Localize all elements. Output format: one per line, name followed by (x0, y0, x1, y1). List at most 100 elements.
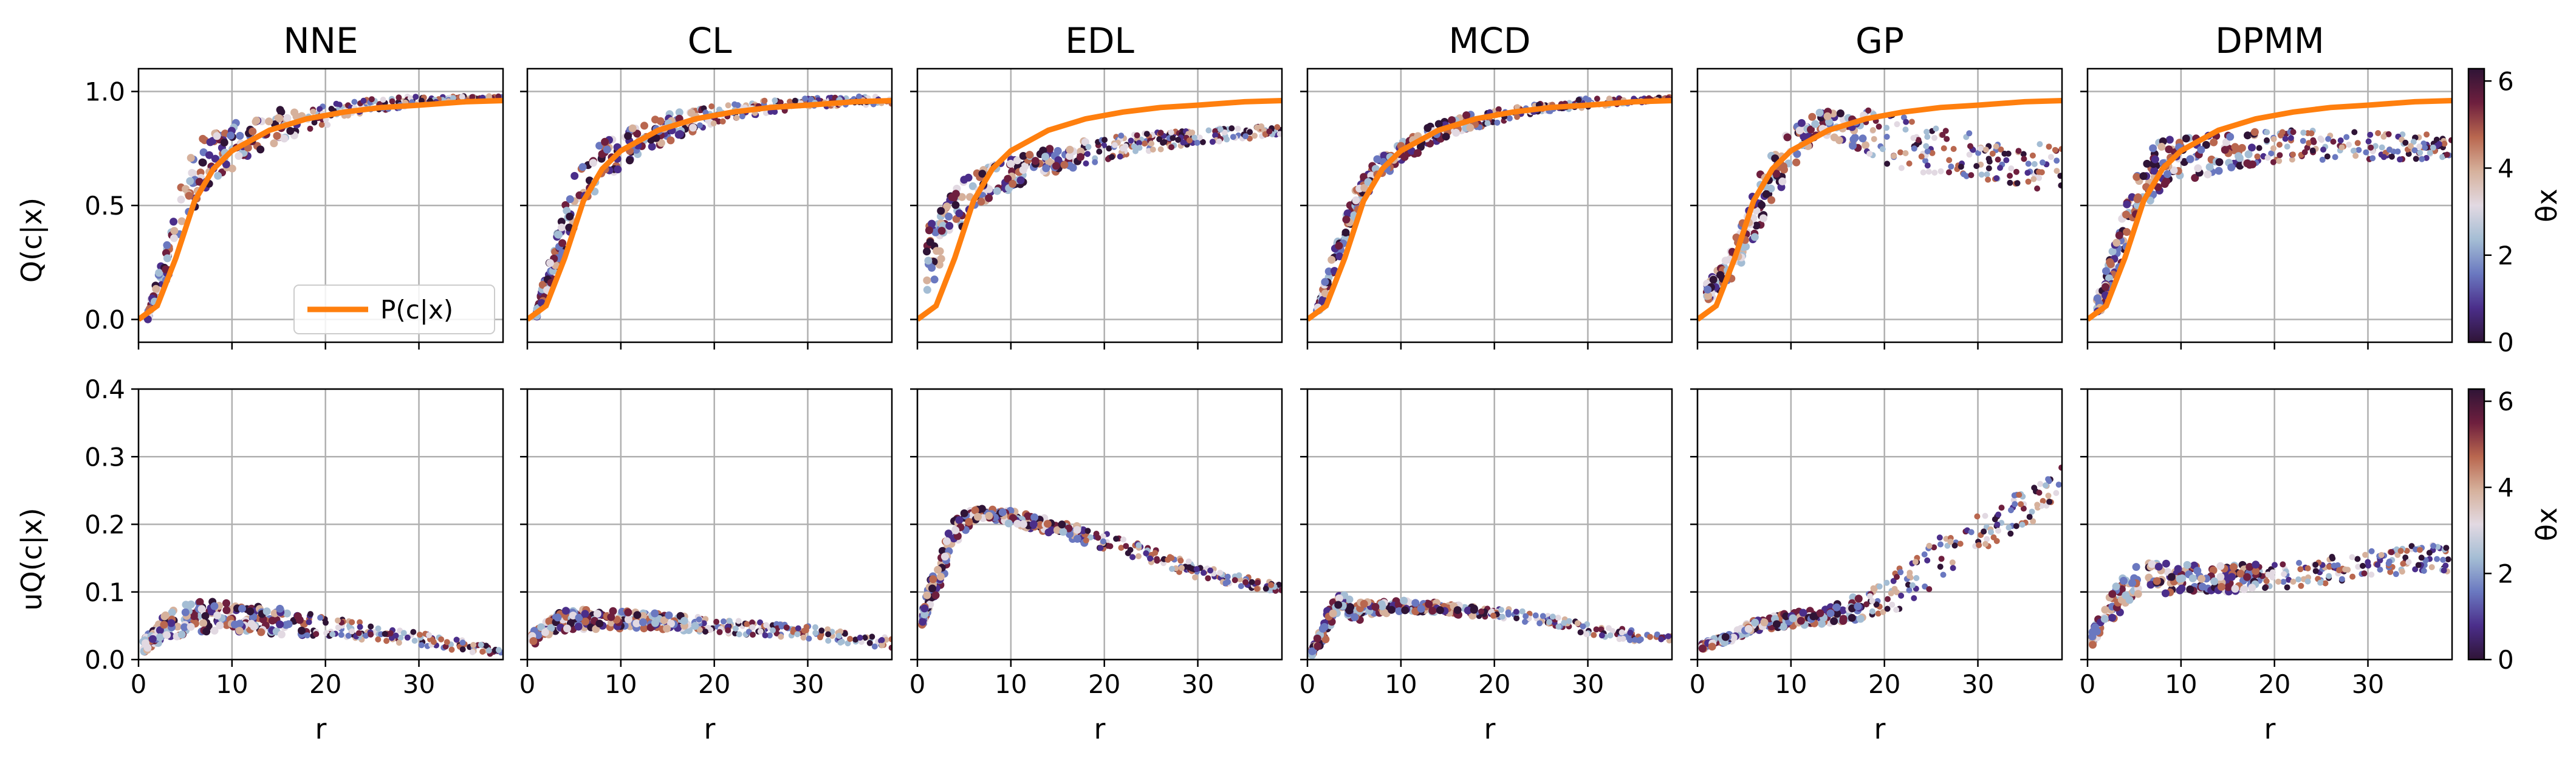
scatter-point (1767, 184, 1775, 193)
scatter-point (574, 622, 583, 631)
scatter-point (1276, 581, 1282, 588)
scatter-point (1830, 133, 1838, 142)
scatter-point (614, 165, 622, 174)
x-tick-label: 20 (309, 669, 341, 699)
panel-bottom-nne: 0 10 20 30 0.0 0.1 0.2 0.3 0.4 r (84, 374, 504, 745)
scatter-point (2324, 153, 2331, 160)
scatter-point (1478, 608, 1485, 615)
scatter-point (177, 630, 186, 639)
scatter-point (1231, 577, 1238, 584)
scatter-point (633, 611, 642, 619)
scatter-point (676, 130, 684, 138)
scatter-point (2151, 155, 2159, 164)
scatter-point (739, 113, 745, 120)
scatter-point (1988, 529, 1994, 536)
scatter-point (1665, 633, 1671, 640)
scatter-point (2037, 481, 2044, 488)
scatter-point (1632, 636, 1638, 643)
scatter-point (1186, 137, 1193, 143)
scatter-point (563, 624, 571, 633)
scatter-point (213, 132, 221, 140)
scatter-point (800, 634, 807, 641)
scatter-point (1883, 579, 1890, 586)
scatter-point (1513, 615, 1520, 621)
reference-curve (527, 98, 892, 322)
y-tick-label: 0.3 (84, 442, 125, 472)
scatter-point (197, 605, 206, 613)
scatter-point (626, 156, 634, 165)
scatter-point (1016, 176, 1025, 185)
scatter-point (944, 529, 953, 538)
scatter-point (1913, 574, 1920, 581)
scatter-point (1946, 157, 1953, 164)
scatter-point (1083, 160, 1089, 167)
scatter-point (170, 227, 179, 235)
scatter-point (937, 227, 946, 235)
x-axis-label: r (704, 712, 716, 745)
scatter-points (1698, 464, 2062, 653)
scatter-point (960, 509, 968, 517)
scatter-point (547, 624, 555, 632)
colorbar-tick-label: 6 (2498, 387, 2514, 416)
scatter-point (2374, 562, 2381, 568)
scatter-point (2304, 144, 2311, 151)
scatter-point (230, 620, 239, 629)
scatter-point (818, 627, 825, 634)
scatter-point (888, 636, 892, 643)
x-axis-label: r (2264, 712, 2276, 745)
scatter-point (1168, 129, 1174, 136)
scatter-point (1566, 618, 1572, 624)
scatter-point (2360, 562, 2366, 569)
scatter-point (2020, 505, 2027, 512)
scatter-point (835, 633, 842, 639)
scatter-point (1973, 163, 1980, 170)
scatter-point (1555, 615, 1561, 621)
scatter-point (2045, 492, 2052, 499)
scatter-point (1951, 542, 1958, 549)
scatter-point (1893, 607, 1900, 613)
scatter-point (148, 635, 157, 643)
scatter-point (1042, 164, 1050, 173)
scatter-point (187, 600, 195, 609)
scatter-point (1522, 618, 1528, 625)
scatter-point (1721, 633, 1730, 641)
scatter-point (1499, 613, 1506, 620)
scatter-point (1084, 151, 1091, 157)
scatter-point (199, 619, 208, 627)
scatter-point (955, 516, 964, 525)
scatter-point (2160, 180, 2169, 188)
scatter-point (1619, 629, 1625, 636)
scatter-point (553, 613, 562, 622)
scatter-point (1417, 604, 1425, 613)
scatter-point (156, 633, 164, 641)
scatter-point (459, 646, 466, 653)
scatter-point (2134, 193, 2142, 201)
scatter-point (450, 95, 456, 102)
x-axis-label: r (1484, 712, 1496, 745)
scatter-point (1274, 124, 1281, 131)
scatter-point (2300, 137, 2306, 144)
scatter-point (933, 247, 941, 255)
scatter-point (1811, 120, 1820, 128)
scatter-point (1797, 616, 1805, 625)
scatter-point (1169, 565, 1175, 572)
scatter-point (1470, 605, 1478, 614)
scatter-point (2368, 548, 2375, 554)
scatter-point (2123, 200, 2131, 209)
scatter-point (545, 617, 553, 626)
scatter-point (1795, 126, 1804, 135)
scatter-point (1059, 528, 1067, 536)
scatter-point (1912, 559, 1919, 565)
scatter-point (701, 620, 707, 627)
panel-title: DPMM (2215, 20, 2324, 61)
scatter-point (270, 139, 278, 148)
scatter-point (919, 618, 927, 626)
scatter-point (538, 281, 547, 289)
scatter-point (1778, 177, 1787, 185)
scatter-point (1771, 154, 1780, 162)
scatter-point (1958, 164, 1964, 170)
scatter-point (2254, 153, 2261, 160)
scatter-point (557, 223, 566, 232)
scatter-point (2012, 501, 2018, 508)
scatter-point (2058, 182, 2062, 188)
